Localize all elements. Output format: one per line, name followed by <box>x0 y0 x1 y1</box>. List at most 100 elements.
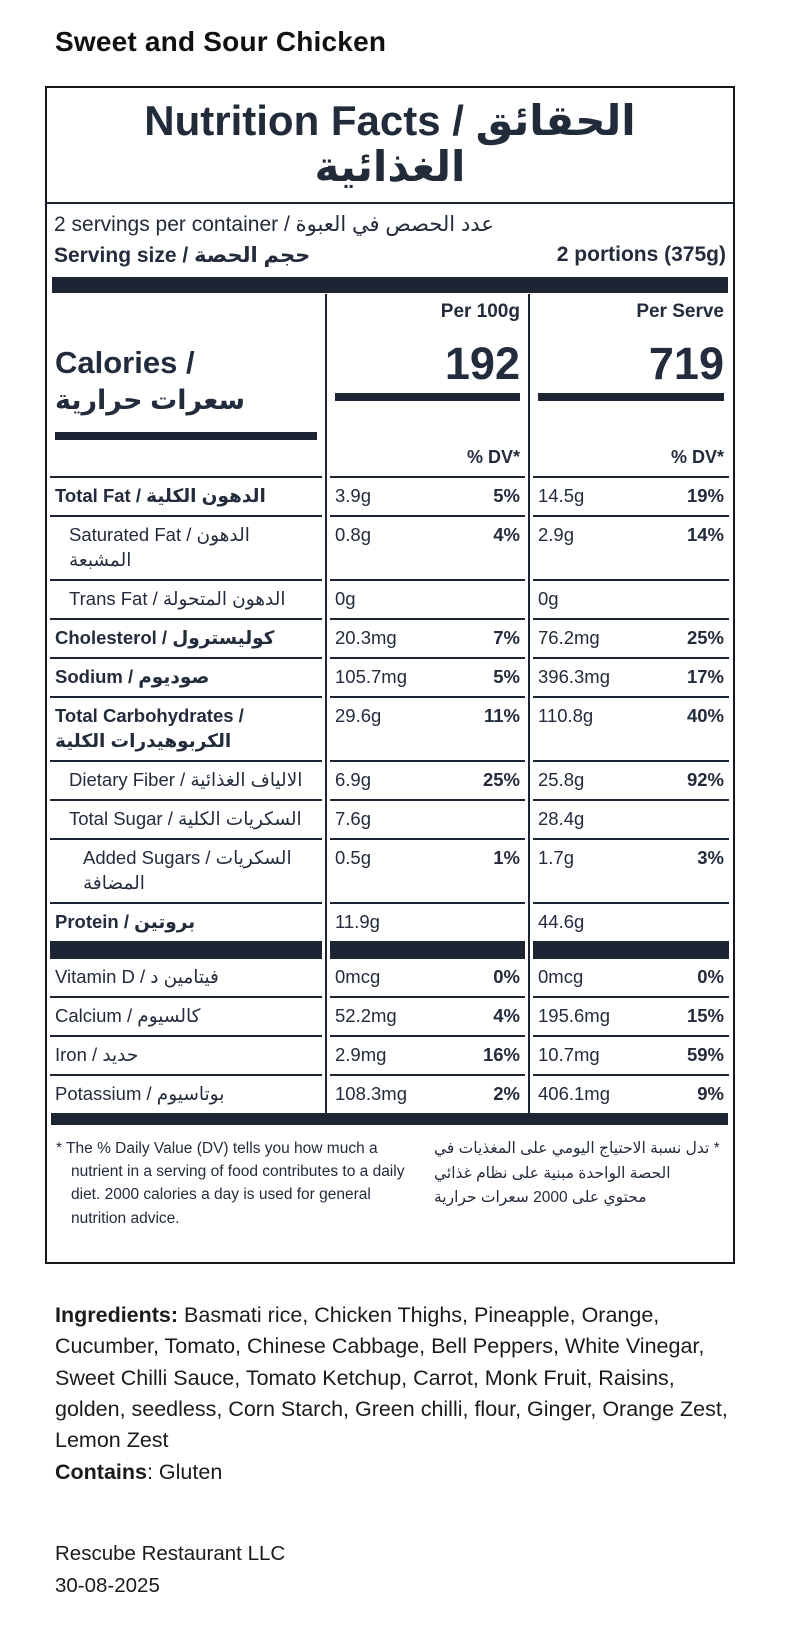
calories-underline <box>335 393 520 402</box>
per-100g-amount: 29.6g <box>335 705 382 727</box>
per-100g-amount: 108.3mg <box>335 1082 407 1104</box>
calories-per-100g: 192 <box>444 338 520 390</box>
per-serve-cell: 110.8g 40% <box>528 696 732 761</box>
calories-per-serve-cell: 719 <box>528 325 732 446</box>
per-serve-amount: 76.2mg <box>538 627 600 649</box>
calories-label-en: Calories / <box>55 345 195 381</box>
per-serve-amount: 195.6mg <box>538 1004 610 1026</box>
footnote-english: * The % Daily Value (DV) tells you how m… <box>56 1139 405 1227</box>
per-serve-cell: 10.7mg 59% <box>528 1034 732 1074</box>
per-serve-cell: 25.8g 92% <box>528 760 732 800</box>
per-100g-cell: 2.9mg 16% <box>325 1034 528 1074</box>
per-100g-cell: 0.5g 1% <box>325 838 528 902</box>
per-serve-cell: 2.9g 14% <box>528 515 732 580</box>
label-bottom-space <box>47 1240 733 1262</box>
contains-label: Contains <box>55 1459 147 1484</box>
per-100g-cell: 7.6g <box>325 799 528 839</box>
per-100g-dv: 2% <box>493 1082 520 1104</box>
per-serve-header: Per Serve <box>528 294 732 326</box>
per-serve-amount: 110.8g <box>538 705 594 727</box>
per-100g-amount: 6.9g <box>335 769 372 791</box>
dv-header-per-serve: % DV* <box>528 445 732 477</box>
per-serve-cell: 195.6mg 15% <box>528 995 732 1035</box>
per-100g-cell: 0g <box>325 579 528 619</box>
per-serve-cell: 396.3mg 17% <box>528 657 732 697</box>
nutrient-label: Added Sugars / السكريات المضافة <box>47 838 325 902</box>
per-serve-cell: 44.6g <box>528 902 732 941</box>
dv-header-per-100g: % DV* <box>325 445 528 477</box>
calories-label-cell: Calories / سعرات حرارية <box>47 325 325 445</box>
per-100g-amount: 0mcg <box>335 965 381 987</box>
per-100g-amount: 105.7mg <box>335 666 407 688</box>
per-100g-amount: 2.9mg <box>335 1043 387 1065</box>
nutrition-title-line1: Nutrition Facts / الحقائق <box>144 97 636 144</box>
nutrient-label: Sodium / صوديوم <box>47 657 325 696</box>
per-100g-cell: 3.9g 5% <box>325 476 528 516</box>
per-serve-amount: 2.9g <box>538 524 575 546</box>
nutrition-facts-label: Nutrition Facts / الحقائق الغذائية 2 ser… <box>45 86 735 1264</box>
per-serve-amount: 25.8g <box>538 769 585 791</box>
per-100g-dv: 5% <box>493 485 520 507</box>
per-100g-cell: 108.3mg 2% <box>325 1073 528 1113</box>
servings-per-container: 2 servings per container / عدد الحصص في … <box>54 213 494 237</box>
per-serve-dv: 59% <box>686 1043 724 1065</box>
per-100g-amount: 0.8g <box>335 524 372 546</box>
nutrient-label: Total Fat / الدهون الكلية <box>47 476 325 515</box>
nutrient-label: Calcium / كالسيوم <box>47 995 325 1035</box>
per-serve-dv: 17% <box>686 666 724 688</box>
label-date: 30-08-2025 <box>55 1573 160 1597</box>
per-serve-cell: 76.2mg 25% <box>528 618 732 658</box>
per-serve-amount: 28.4g <box>538 808 585 830</box>
per-serve-amount: 44.6g <box>538 911 585 932</box>
per-100g-dv: 5% <box>493 666 520 688</box>
per-serve-amount: 10.7mg <box>538 1043 600 1065</box>
contains-text: : Gluten <box>146 1459 223 1484</box>
per-serve-dv: 92% <box>686 769 724 791</box>
per-100g-amount: 0g <box>335 588 356 610</box>
company-name: Rescube Restaurant LLC <box>55 1542 286 1566</box>
per-100g-cell: 105.7mg 5% <box>325 657 528 697</box>
per-serve-cell: 28.4g <box>528 799 732 839</box>
per-100g-amount: 7.6g <box>335 808 372 830</box>
per-serve-cell: 406.1mg 9% <box>528 1073 732 1113</box>
nutrient-label: Total Sugar / السكريات الكلية <box>47 799 325 838</box>
nutrient-label: Cholesterol / كوليسترول <box>47 618 325 657</box>
nutrient-label: Dietary Fiber / الالياف الغذائية <box>47 760 325 799</box>
per-serve-amount: 0mcg <box>538 965 584 987</box>
per-serve-amount: 406.1mg <box>538 1082 610 1104</box>
per-serve-dv: 25% <box>686 627 724 649</box>
per-serve-dv: 15% <box>686 1004 724 1026</box>
vitamins-divider-bar <box>47 940 325 959</box>
per-100g-cell: 29.6g 11% <box>325 696 528 761</box>
calories-underline <box>55 431 317 440</box>
per-serve-amount: 396.3mg <box>538 666 610 688</box>
calories-label-ar: سعرات حرارية <box>55 384 246 415</box>
calories-underline <box>538 393 724 402</box>
per-100g-dv: 7% <box>493 627 520 649</box>
nutrient-label: Trans Fat / الدهون المتحولة <box>47 579 325 618</box>
per-serve-amount: 0g <box>538 588 559 610</box>
serving-size-label: Serving size / حجم الحصة <box>54 244 311 268</box>
footnote: * The % Daily Value (DV) tells you how m… <box>47 1125 733 1240</box>
calories-per-serve: 719 <box>648 338 724 390</box>
nutrient-label: Potassium / بوتاسيوم <box>47 1073 325 1113</box>
footnote-divider-bar <box>51 1112 728 1125</box>
per-100g-cell: 0.8g 4% <box>325 515 528 580</box>
per-100g-amount: 0.5g <box>335 847 372 869</box>
per-serve-dv: 0% <box>697 965 724 987</box>
nutrient-label: Protein / بروتين <box>47 902 325 941</box>
nutrient-label: Vitamin D / فيتامين د <box>55 965 219 987</box>
section-divider-bar <box>52 277 728 294</box>
per-100g-cell: 20.3mg 7% <box>325 618 528 658</box>
per-serve-cell: 14.5g 19% <box>528 476 732 516</box>
per-100g-dv: 25% <box>482 769 520 791</box>
per-100g-dv: 4% <box>493 1004 520 1026</box>
per-serve-dv: 3% <box>697 847 724 869</box>
per-serve-amount: 1.7g <box>538 847 575 869</box>
per-serve-dv: 14% <box>686 524 724 546</box>
vitamins-divider-bar <box>528 940 732 959</box>
nutrition-title-line2: الغذائية <box>314 143 466 191</box>
per-100g-amount: 11.9g <box>335 911 380 932</box>
serving-size-row: Serving size / حجم الحصة 2 portions (375… <box>47 239 733 275</box>
per-100g-cell: 52.2mg 4% <box>325 995 528 1035</box>
